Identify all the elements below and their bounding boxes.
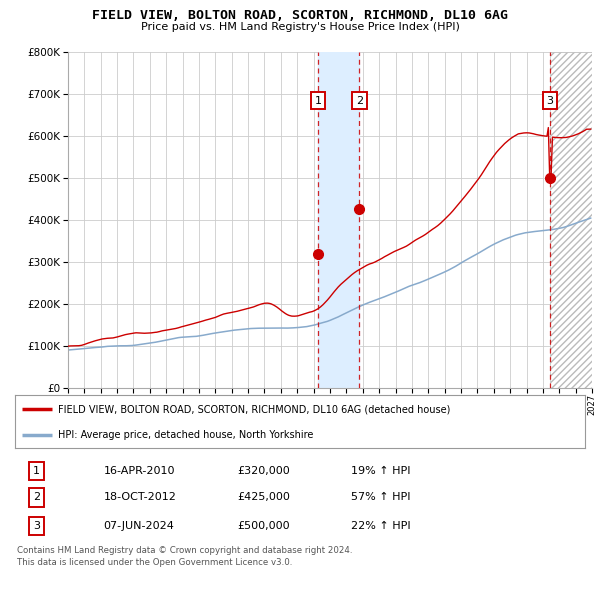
Text: 57% ↑ HPI: 57% ↑ HPI (351, 493, 411, 503)
Text: £500,000: £500,000 (238, 521, 290, 531)
Text: £320,000: £320,000 (238, 466, 290, 476)
Text: 1: 1 (33, 466, 40, 476)
Text: 19% ↑ HPI: 19% ↑ HPI (351, 466, 411, 476)
Text: 1: 1 (315, 96, 322, 106)
Text: 2: 2 (33, 493, 40, 503)
Text: FIELD VIEW, BOLTON ROAD, SCORTON, RICHMOND, DL10 6AG (detached house): FIELD VIEW, BOLTON ROAD, SCORTON, RICHMO… (58, 404, 450, 414)
Text: 07-JUN-2024: 07-JUN-2024 (103, 521, 174, 531)
Text: HPI: Average price, detached house, North Yorkshire: HPI: Average price, detached house, Nort… (58, 430, 313, 440)
Text: FIELD VIEW, BOLTON ROAD, SCORTON, RICHMOND, DL10 6AG: FIELD VIEW, BOLTON ROAD, SCORTON, RICHMO… (92, 9, 508, 22)
Text: £425,000: £425,000 (238, 493, 290, 503)
Text: 22% ↑ HPI: 22% ↑ HPI (351, 521, 411, 531)
Text: 3: 3 (547, 96, 554, 106)
Bar (319, 52, 359, 388)
Text: 3: 3 (33, 521, 40, 531)
Text: 2: 2 (356, 96, 363, 106)
Text: This data is licensed under the Open Government Licence v3.0.: This data is licensed under the Open Gov… (17, 558, 292, 566)
Text: Contains HM Land Registry data © Crown copyright and database right 2024.: Contains HM Land Registry data © Crown c… (17, 546, 352, 555)
Text: 18-OCT-2012: 18-OCT-2012 (103, 493, 176, 503)
Text: Price paid vs. HM Land Registry's House Price Index (HPI): Price paid vs. HM Land Registry's House … (140, 22, 460, 32)
Bar (550, 52, 592, 388)
Text: 16-APR-2010: 16-APR-2010 (103, 466, 175, 476)
